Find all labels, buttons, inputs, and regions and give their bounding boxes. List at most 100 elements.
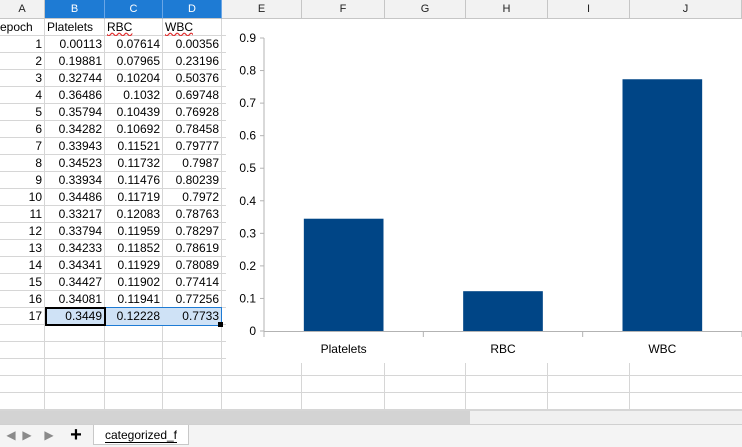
table-cell[interactable]: 0.07965 [116, 54, 160, 68]
table-cell[interactable]: 0.7733 [182, 309, 219, 323]
table-cell[interactable]: 0.78763 [175, 207, 219, 221]
table-cell[interactable]: 5 [35, 105, 42, 119]
grid-vline [44, 19, 45, 410]
table-cell[interactable]: 0.80239 [175, 173, 219, 187]
table-cell[interactable]: 0.34081 [58, 292, 102, 306]
table-cell[interactable]: 0.34282 [58, 122, 102, 136]
table-cell[interactable]: 0.12228 [116, 309, 160, 323]
table-cell[interactable]: 0.1032 [123, 88, 160, 102]
sheet-tab-categorized[interactable]: categorized_f [93, 425, 189, 445]
table-cell[interactable]: 0.11476 [117, 173, 161, 187]
sheet-tab-label: categorized_f [104, 428, 178, 443]
first-sheet-icon[interactable]: ◀ [6, 428, 16, 442]
table-cell[interactable]: 0.78297 [175, 224, 219, 238]
table-cell[interactable]: 0.11732 [117, 156, 161, 170]
table-cell[interactable]: 0.12083 [116, 207, 160, 221]
table-cell[interactable]: 0.07614 [116, 37, 160, 51]
table-cell[interactable]: 0.23196 [175, 54, 219, 68]
table-cell[interactable]: 0.10692 [116, 122, 160, 136]
table-cell[interactable]: 0.11929 [117, 258, 161, 272]
table-cell[interactable]: 0.11719 [117, 190, 161, 204]
table-cell[interactable]: 0.34427 [58, 275, 102, 289]
table-cell[interactable]: 0.00113 [59, 37, 103, 51]
table-cell[interactable]: 0.77256 [175, 292, 219, 306]
table-cell[interactable]: 2 [35, 54, 42, 68]
table-cell[interactable]: 0.77414 [175, 275, 219, 289]
table-cell[interactable]: 0.7972 [182, 190, 219, 204]
table-cell[interactable]: 15 [28, 275, 42, 289]
x-category-label: WBC [648, 342, 676, 356]
column-header-a[interactable]: A [0, 0, 45, 19]
table-cell[interactable]: 0.69748 [175, 88, 219, 102]
column-header-d[interactable]: D [163, 0, 222, 19]
horizontal-scrollbar-thumb[interactable] [0, 411, 470, 424]
table-cell[interactable]: 17 [28, 309, 42, 323]
bar-platelets[interactable] [303, 218, 384, 331]
active-cell-cursor[interactable] [45, 307, 106, 326]
table-cell[interactable]: 16 [28, 292, 42, 306]
table-cell[interactable]: 9 [35, 173, 42, 187]
column-header-j[interactable]: J [630, 0, 742, 19]
y-tick-label: 0.4 [239, 194, 256, 208]
table-cell[interactable]: 0.32744 [58, 71, 102, 85]
table-cell[interactable]: 0.11521 [117, 139, 161, 153]
table-cell[interactable]: 0.34523 [58, 156, 102, 170]
table-cell[interactable]: 0.19881 [58, 54, 102, 68]
table-cell[interactable]: 0.76928 [175, 105, 219, 119]
table-cell[interactable]: 0.50376 [175, 71, 219, 85]
table-cell[interactable]: 0.11959 [117, 224, 161, 238]
column-header-h[interactable]: H [466, 0, 548, 19]
y-tick-label: 0.1 [239, 291, 256, 305]
bar-chart[interactable]: 0 0.1 0.2 0.3 0.4 0.5 0.6 0.7 0.8 0.9 Platelets RBC… [226, 19, 742, 363]
column-header-f[interactable]: F [302, 0, 385, 19]
table-cell[interactable]: 0.33794 [58, 224, 102, 238]
header-cell-wbc[interactable]: WBC [165, 20, 193, 34]
table-cell[interactable]: 0.34233 [58, 241, 102, 255]
table-cell[interactable]: 12 [28, 224, 42, 238]
table-cell[interactable]: 0.34341 [58, 258, 102, 272]
table-cell[interactable]: 0.33943 [58, 139, 102, 153]
table-cell[interactable]: 8 [35, 156, 42, 170]
table-cell[interactable]: 7 [35, 139, 42, 153]
table-cell[interactable]: 10 [28, 190, 42, 204]
table-cell[interactable]: 1 [35, 37, 42, 51]
header-cell-rbc[interactable]: RBC [107, 20, 133, 34]
table-cell[interactable]: 0.33217 [58, 207, 102, 221]
table-cell[interactable]: 0.7987 [182, 156, 219, 170]
table-cell[interactable]: 0.11852 [117, 241, 161, 255]
column-header-i[interactable]: I [548, 0, 630, 19]
table-cell[interactable]: 14 [28, 258, 42, 272]
fill-handle[interactable] [218, 322, 223, 327]
table-cell[interactable]: 3 [35, 71, 42, 85]
table-cell[interactable]: 0.78089 [175, 258, 219, 272]
table-cell[interactable]: 0.00356 [175, 37, 219, 51]
bar-wbc[interactable] [622, 79, 703, 331]
add-sheet-icon[interactable]: + [70, 424, 82, 446]
table-cell[interactable]: 0.11902 [117, 275, 161, 289]
table-cell[interactable]: 0.10204 [116, 71, 160, 85]
column-header-e[interactable]: E [222, 0, 302, 19]
table-cell[interactable]: 0.35794 [58, 105, 102, 119]
column-header-b[interactable]: B [45, 0, 105, 19]
column-header-c[interactable]: C [105, 0, 163, 19]
next-sheet-icon[interactable]: ▶ [44, 428, 54, 442]
table-cell[interactable]: 0.36486 [58, 88, 102, 102]
prev-sheet-icon[interactable]: ▶ [22, 428, 32, 442]
table-cell[interactable]: 0.33934 [58, 173, 102, 187]
column-header-g[interactable]: G [385, 0, 466, 19]
table-cell[interactable]: 11 [29, 207, 42, 221]
table-cell[interactable]: 0.78458 [175, 122, 219, 136]
header-cell-platelets[interactable]: Platelets [47, 20, 94, 34]
header-cell-epoch[interactable]: epoch [0, 20, 33, 34]
table-cell[interactable]: 0.78619 [175, 241, 219, 255]
table-cell[interactable]: 0.10439 [116, 105, 160, 119]
table-cell[interactable]: 0.79777 [175, 139, 219, 153]
table-cell[interactable]: 4 [35, 88, 42, 102]
table-cell[interactable]: 0.3449 [65, 309, 102, 323]
table-cell[interactable]: 6 [35, 122, 42, 136]
table-cell[interactable]: 0.34486 [58, 190, 102, 204]
bar-rbc[interactable] [463, 291, 543, 331]
table-cell[interactable]: 13 [28, 241, 42, 255]
table-cell[interactable]: 0.11941 [117, 292, 161, 306]
